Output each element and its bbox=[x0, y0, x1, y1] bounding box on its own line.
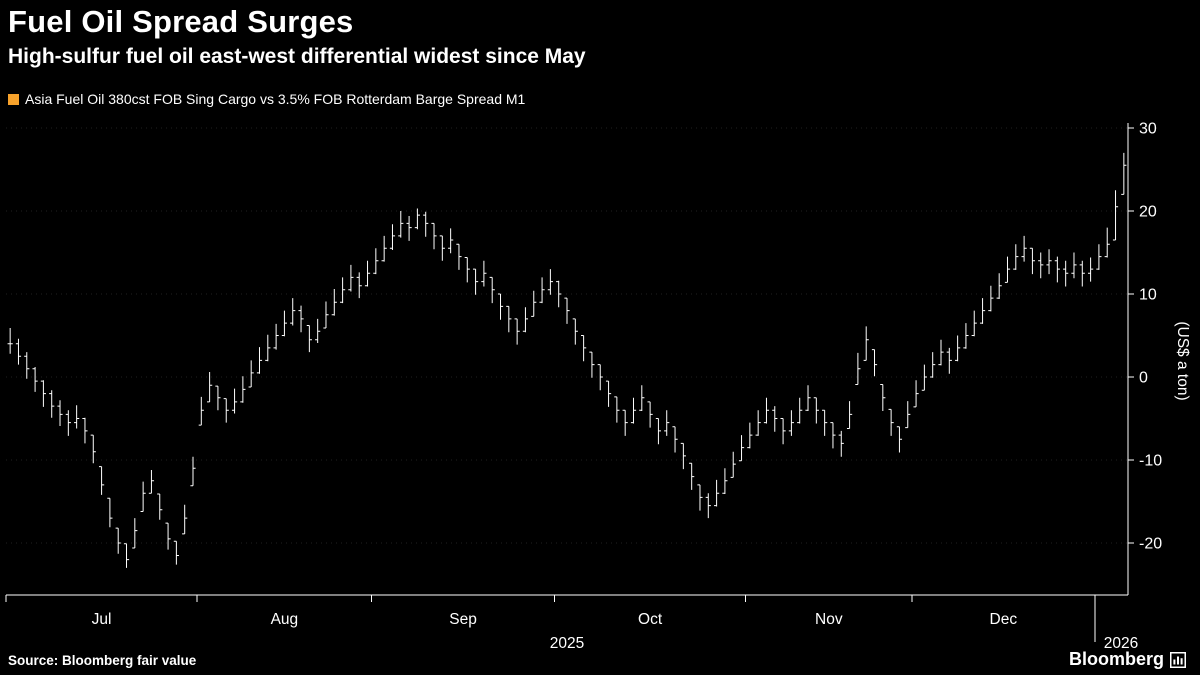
svg-text:Jul: Jul bbox=[92, 611, 112, 628]
chart-subtitle: High-sulfur fuel oil east-west different… bbox=[8, 45, 586, 68]
legend-label: Asia Fuel Oil 380cst FOB Sing Cargo vs 3… bbox=[25, 91, 526, 107]
svg-text:30: 30 bbox=[1139, 121, 1157, 138]
svg-text:-10: -10 bbox=[1139, 453, 1162, 470]
y-axis-unit-label: (US$ a ton) bbox=[1174, 321, 1191, 400]
x-axis-labels: Jul Aug Sep Oct Nov Dec 2025 2026 bbox=[5, 595, 1138, 652]
svg-text:Sep: Sep bbox=[449, 611, 477, 628]
svg-text:Nov: Nov bbox=[815, 611, 843, 628]
chart-title: Fuel Oil Spread Surges bbox=[8, 4, 354, 39]
legend: Asia Fuel Oil 380cst FOB Sing Cargo vs 3… bbox=[8, 91, 525, 107]
y-axis-labels: 30 20 10 0 -10 -20 bbox=[1128, 121, 1162, 553]
spread-hlc-chart: 30 20 10 0 -10 -20 (US$ a ton) Jul Aug Sep Oct Nov D… bbox=[5, 121, 1191, 652]
bloomberg-terminal-icon bbox=[1170, 651, 1186, 668]
axes bbox=[6, 123, 1129, 596]
svg-text:-20: -20 bbox=[1139, 536, 1162, 553]
year-2026-label: 2026 bbox=[1104, 635, 1138, 652]
plot-area: 30 20 10 0 -10 -20 (US$ a ton) Jul Aug Sep Oct Nov D… bbox=[0, 115, 1200, 653]
svg-text:Dec: Dec bbox=[990, 611, 1018, 628]
hlc-price-bars bbox=[7, 152, 1127, 568]
source-note: Source: Bloomberg fair value bbox=[8, 653, 197, 668]
bloomberg-logo: Bloomberg bbox=[1069, 649, 1186, 670]
gridlines bbox=[6, 127, 1128, 544]
svg-text:20: 20 bbox=[1139, 204, 1157, 221]
legend-swatch-icon bbox=[8, 93, 19, 105]
svg-text:10: 10 bbox=[1139, 287, 1157, 304]
svg-text:Aug: Aug bbox=[271, 611, 299, 628]
bloomberg-wordmark: Bloomberg bbox=[1068, 649, 1164, 669]
year-2025-label: 2025 bbox=[550, 635, 584, 652]
svg-text:Oct: Oct bbox=[638, 611, 663, 628]
svg-text:0: 0 bbox=[1139, 370, 1148, 387]
